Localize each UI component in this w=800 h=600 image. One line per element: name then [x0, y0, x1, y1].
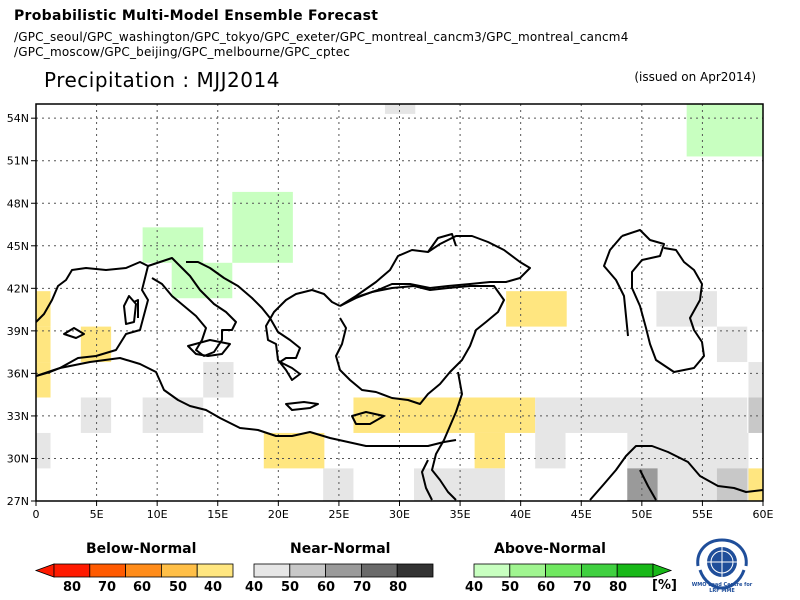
legend-below-swatch	[53, 563, 91, 578]
coastlines	[36, 229, 763, 501]
legend-below-swatch	[125, 563, 162, 578]
lon-label: 20E	[268, 508, 289, 521]
legend-tick: 50	[500, 580, 520, 595]
lon-label: 60E	[753, 508, 774, 521]
below-normal-cell	[36, 326, 51, 363]
map-gridlines	[36, 104, 763, 501]
near-normal-cell	[36, 432, 51, 469]
legend-near-swatch	[360, 563, 398, 578]
legend-tick: 40	[244, 580, 264, 595]
legend-tick: 60	[316, 580, 336, 595]
above-normal-cell	[232, 191, 293, 263]
lon-label: 55E	[692, 508, 713, 521]
legend-tick: 60	[536, 580, 556, 595]
legend-above-swatch	[509, 563, 546, 578]
legend-color-bars	[34, 563, 673, 578]
legend-above-normal-title: Above-Normal	[494, 541, 606, 557]
lon-label: 35E	[450, 508, 471, 521]
forecast-title: Probabilistic Multi-Model Ensemble Forec…	[14, 8, 379, 24]
lat-label: 48N	[7, 197, 29, 210]
legend-tick: 70	[97, 580, 117, 595]
legend-near-swatch	[253, 563, 291, 578]
near-normal-cell	[142, 397, 204, 433]
near-normal-cell	[80, 397, 112, 433]
lat-label: 42N	[7, 282, 29, 295]
legend-near-swatch	[289, 563, 326, 578]
lon-label: 10E	[147, 508, 168, 521]
below-normal-cell	[36, 362, 51, 398]
near-normal-cell	[656, 291, 717, 327]
near-normal-cell	[203, 362, 234, 398]
lat-label: 51N	[7, 155, 29, 168]
near-normal-cell	[414, 468, 505, 501]
legend-tick: 80	[388, 580, 408, 595]
lon-label: 0	[33, 508, 40, 521]
above-normal-cell	[686, 104, 763, 157]
near-normal-cell	[323, 468, 354, 501]
near-normal-cell	[748, 397, 763, 433]
legend-below-arrow	[34, 563, 55, 578]
near-normal-cell	[535, 397, 748, 433]
legend-unit: [%]	[652, 578, 677, 593]
above-normal-cell	[142, 227, 204, 263]
legend-below-swatch	[89, 563, 127, 578]
legend-above-arrow	[652, 563, 673, 578]
lat-label: 54N	[7, 112, 29, 125]
legend-near-swatch	[325, 563, 362, 578]
near-normal-cell	[716, 326, 748, 363]
below-normal-cell	[263, 432, 325, 469]
variable-period-title: Precipitation : MJJ2014	[44, 68, 280, 92]
lon-label: 5E	[90, 508, 104, 521]
legend-above-swatch	[616, 563, 654, 578]
legend-tick: 50	[168, 580, 188, 595]
lat-label: 39N	[7, 325, 29, 338]
lat-label: 33N	[7, 410, 29, 423]
lon-label: 50E	[631, 508, 652, 521]
near-normal-cell	[384, 104, 416, 114]
lat-label: 45N	[7, 240, 29, 253]
below-normal-cell	[748, 468, 763, 501]
legend-tick: 60	[132, 580, 152, 595]
lat-label: 36N	[7, 367, 29, 380]
legend-below-swatch	[160, 563, 198, 578]
model-list-line-2: /GPC_moscow/GPC_beijing/GPC_melbourne/GP…	[14, 45, 351, 59]
lon-label: 15E	[207, 508, 228, 521]
issued-date: (issued on Apr2014)	[634, 70, 756, 84]
lon-label: 40E	[510, 508, 531, 521]
legend-tick: 40	[464, 580, 484, 595]
legend-below-normal-title: Below-Normal	[86, 541, 197, 557]
legend-above-swatch	[473, 563, 511, 578]
lat-label: 30N	[7, 452, 29, 465]
legend-above-swatch	[545, 563, 582, 578]
legend-tick: 70	[352, 580, 372, 595]
near-normal-cell	[535, 432, 566, 469]
map-axes: 27N 30N 33N 36N 39N 42N 45N 48N 51N 54N 0 5E 10E 15E 2…	[7, 112, 774, 521]
lon-label: 45E	[571, 508, 592, 521]
wmo-logo-icon	[696, 538, 748, 590]
legend-below-swatch	[196, 563, 234, 578]
wmo-logo-caption: WMO Lead Centre for LRF MME	[691, 582, 753, 594]
model-list-line-1: /GPC_seoul/GPC_washington/GPC_tokyo/GPC_…	[14, 30, 629, 44]
legend-above-swatch	[581, 563, 618, 578]
legend-near-swatch	[396, 563, 434, 578]
legend-tick: 80	[62, 580, 82, 595]
legend-tick: 40	[203, 580, 223, 595]
below-normal-cell	[36, 291, 51, 327]
legend-tick: 80	[608, 580, 628, 595]
legend-tick: 70	[572, 580, 592, 595]
lat-label: 27N	[7, 495, 29, 508]
lon-label: 30E	[389, 508, 410, 521]
probability-cells	[36, 104, 763, 501]
lon-label: 25E	[328, 508, 349, 521]
legend-tick: 50	[280, 580, 300, 595]
near-normal-cell	[716, 468, 748, 501]
below-normal-cell	[474, 432, 505, 469]
legend-near-normal-title: Near-Normal	[290, 541, 391, 557]
below-normal-cell	[506, 291, 567, 327]
